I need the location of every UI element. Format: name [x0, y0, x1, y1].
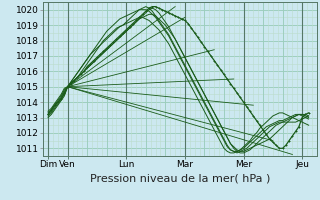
X-axis label: Pression niveau de la mer( hPa ): Pression niveau de la mer( hPa ) — [90, 173, 270, 183]
